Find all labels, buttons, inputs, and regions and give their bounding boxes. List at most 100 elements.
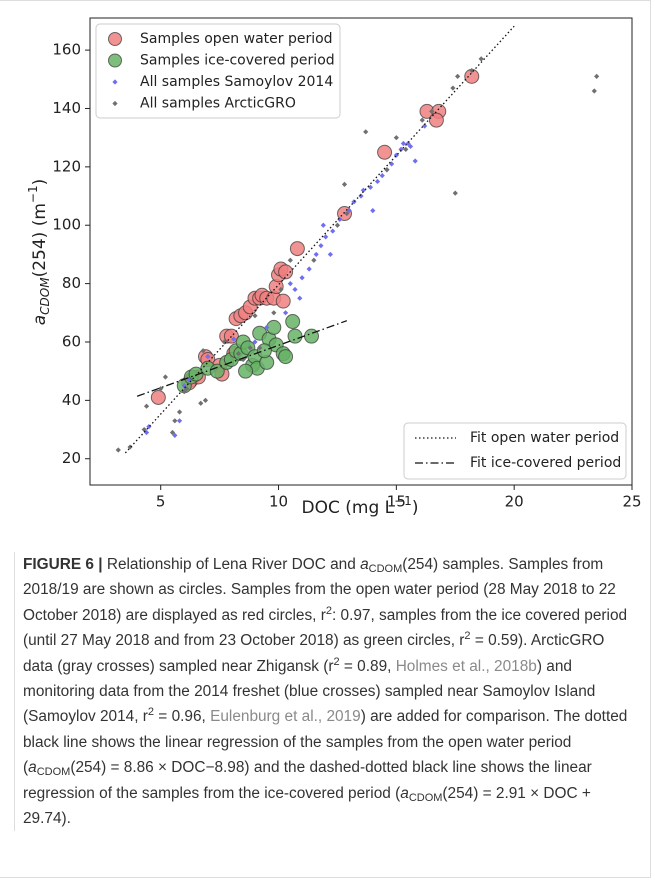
point — [172, 418, 178, 424]
point — [143, 403, 150, 409]
point — [115, 447, 121, 453]
point — [299, 275, 305, 281]
point — [200, 348, 206, 354]
caption-sup: 2 — [147, 706, 155, 719]
point — [247, 345, 253, 351]
point — [172, 432, 178, 438]
y-label-sub: CDOM — [38, 277, 52, 315]
point — [367, 184, 374, 190]
point — [209, 363, 225, 379]
y-label-sup: −1 — [26, 185, 40, 203]
point — [297, 295, 303, 301]
caption-text: Relationship of Lena River DOC and — [102, 556, 361, 573]
point — [240, 356, 246, 363]
x-tick-label: 5 — [156, 493, 166, 511]
y-tick-label: 160 — [52, 41, 81, 59]
y-tick-label: 100 — [52, 216, 81, 234]
point — [181, 389, 187, 395]
legend-marker — [112, 79, 118, 85]
point — [264, 324, 270, 330]
point — [141, 426, 147, 433]
point — [143, 429, 150, 436]
point — [289, 241, 305, 257]
point — [384, 167, 390, 173]
point — [311, 257, 317, 263]
x-axis-label: DOC (mg L−1) — [302, 494, 419, 519]
point — [346, 208, 352, 214]
point — [287, 257, 293, 263]
point — [379, 173, 385, 179]
point — [275, 293, 291, 309]
point — [377, 144, 393, 160]
point — [318, 243, 324, 249]
y-tick-label: 80 — [62, 274, 81, 292]
x-label-part: DOC (mg L — [302, 498, 395, 518]
caption-sub: CDOM — [368, 563, 403, 575]
legend-label: Fit ice-covered period — [470, 455, 621, 471]
point — [330, 228, 336, 234]
point — [169, 429, 176, 436]
legend-label: All samples Samoylov 2014 — [140, 74, 333, 90]
y-tick-label: 60 — [62, 332, 81, 350]
point — [374, 178, 381, 185]
point — [450, 85, 456, 91]
point — [341, 181, 348, 187]
y-label-part: ) — [30, 179, 50, 186]
legend-label: Fit open water period — [470, 430, 619, 446]
fit-line — [136, 320, 348, 397]
point — [422, 123, 428, 129]
point — [389, 161, 395, 167]
legend-label: Samples ice-covered period — [140, 53, 335, 69]
y-label-part: a — [30, 315, 50, 325]
point — [176, 409, 183, 415]
fit-line — [124, 25, 515, 454]
caption-text: = 0.59). ArcticGRO data (gray crosses) s… — [23, 632, 605, 675]
point — [363, 129, 369, 135]
caption-text: ) and monitoring data from the 2014 fres… — [23, 657, 596, 726]
legend-label: Samples open water period — [140, 31, 333, 47]
point — [198, 400, 204, 406]
caption-sup: 2 — [325, 604, 332, 617]
point — [334, 222, 341, 228]
point — [287, 281, 293, 287]
point — [429, 108, 435, 114]
caption-text: = 0.89, — [339, 657, 396, 675]
point — [393, 135, 399, 141]
point — [162, 374, 169, 380]
caption-text: (254) samples. Samples from 2018/19 are … — [23, 556, 616, 624]
x-label-sup: −1 — [394, 494, 412, 508]
point — [400, 140, 407, 147]
point — [176, 418, 183, 424]
plot-frame — [89, 17, 633, 486]
point — [320, 222, 326, 228]
x-tick-label: 15 — [387, 493, 406, 511]
caption-text: = 0.96, — [154, 708, 211, 726]
point — [591, 88, 597, 94]
y-axis-label: aCDOM(254) (m−1) — [26, 179, 52, 326]
point — [327, 251, 333, 258]
point — [271, 310, 277, 316]
caption-text: ) are added for comparison. The dotted b… — [23, 708, 628, 777]
point — [188, 366, 204, 382]
caption-text: a — [28, 759, 37, 777]
caption-text: : 0.97, samples from the ice covered per… — [23, 606, 628, 650]
point — [278, 286, 284, 293]
point — [285, 314, 301, 330]
caption-text: (254) = 8.86 × DOC−8.98) and the dashed-… — [23, 759, 592, 802]
citation-link[interactable]: Eulenburg et al., 2019 — [210, 708, 361, 726]
point — [323, 234, 329, 240]
y-tick-label: 40 — [62, 391, 81, 409]
x-tick-label: 25 — [622, 493, 641, 511]
legend-marker — [112, 100, 118, 107]
point — [412, 158, 418, 164]
caption-label: FIGURE 6 | — [23, 556, 103, 573]
citation-link[interactable]: Holmes et al., 2018b — [395, 657, 537, 675]
chart: DOC (mg L−1) aCDOM(254) (m−1) 5 10 15 20 252… — [26, 17, 642, 519]
point — [231, 336, 237, 342]
point — [287, 328, 303, 344]
point — [313, 251, 319, 258]
point — [370, 208, 376, 214]
point — [469, 67, 475, 74]
y-tick-label: 140 — [52, 99, 81, 117]
y-label-part: (254) (m — [30, 203, 50, 277]
